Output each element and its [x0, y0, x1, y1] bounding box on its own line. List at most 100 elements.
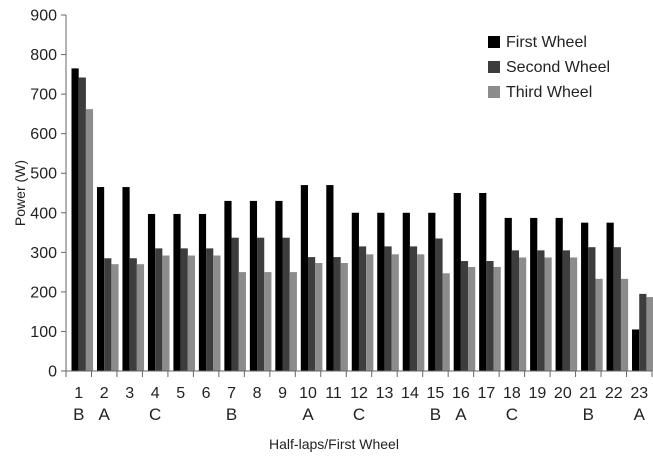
- bar-first-wheel: [173, 213, 181, 371]
- x-tick-label: 10: [299, 385, 317, 402]
- y-tick-label: 200: [30, 284, 57, 301]
- bar-first-wheel: [632, 329, 640, 371]
- y-axis-ticks: 0 100 200 300 400 500 600 700 800 900: [30, 8, 66, 381]
- bar-second-wheel: [384, 246, 392, 371]
- bar-second-wheel: [104, 258, 112, 371]
- group-label: C: [353, 405, 365, 424]
- bar-first-wheel: [530, 217, 538, 371]
- bar-first-wheel: [275, 200, 283, 371]
- bar-second-wheel: [613, 247, 621, 371]
- group-label: A: [302, 405, 314, 424]
- x-tick-label: 12: [350, 385, 368, 402]
- x-tick-label: 16: [452, 385, 470, 402]
- x-tick-label: 4: [151, 385, 160, 402]
- legend-label: Third Wheel: [506, 84, 592, 101]
- bar-third-wheel: [468, 266, 476, 371]
- x-tick-label: 14: [401, 385, 419, 402]
- group-label: C: [149, 405, 161, 424]
- bar-third-wheel: [315, 263, 323, 371]
- bar-third-wheel: [646, 297, 653, 371]
- x-tick-label: 1: [74, 385, 83, 402]
- bar-second-wheel: [358, 246, 367, 371]
- group-label: B: [226, 405, 237, 424]
- legend-swatch: [488, 36, 500, 48]
- bar-first-wheel: [555, 217, 563, 371]
- x-tick-label: 19: [528, 385, 546, 402]
- bar-second-wheel: [308, 257, 316, 371]
- bar-third-wheel: [442, 273, 450, 371]
- x-tick-label: 20: [554, 385, 572, 402]
- bar-second-wheel: [231, 237, 239, 371]
- bar-third-wheel: [544, 257, 552, 371]
- x-tick-label: 2: [100, 385, 109, 402]
- bar-first-wheel: [147, 213, 156, 371]
- group-label: A: [634, 405, 646, 424]
- bar-first-wheel: [581, 222, 589, 371]
- bar-third-wheel: [493, 266, 501, 371]
- x-axis-title: Half-laps/First Wheel: [269, 436, 399, 452]
- x-tick-label: 13: [376, 385, 394, 402]
- group-label: B: [583, 405, 594, 424]
- bar-first-wheel: [96, 187, 105, 371]
- group-label: B: [73, 405, 84, 424]
- bar-second-wheel: [257, 237, 265, 371]
- bar-first-wheel: [402, 212, 410, 371]
- legend-label: First Wheel: [506, 34, 587, 51]
- bar-third-wheel: [187, 255, 196, 371]
- bar-first-wheel: [198, 213, 207, 371]
- y-tick-label: 900: [30, 8, 57, 25]
- bar-first-wheel: [479, 193, 487, 371]
- bar-first-wheel: [122, 187, 130, 371]
- bar-second-wheel: [562, 250, 570, 371]
- y-tick-label: 800: [30, 47, 57, 64]
- bar-second-wheel: [206, 248, 214, 371]
- bar-second-wheel: [180, 248, 188, 371]
- y-tick-label: 700: [30, 87, 57, 104]
- group-label: B: [430, 405, 441, 424]
- bar-third-wheel: [340, 263, 348, 371]
- bar-first-wheel: [377, 212, 385, 371]
- bar-first-wheel: [351, 212, 359, 371]
- y-axis-title: Power (W): [12, 160, 28, 226]
- x-tick-label: 11: [325, 385, 342, 402]
- bar-second-wheel: [282, 237, 290, 371]
- bar-first-wheel: [71, 68, 79, 372]
- legend-label: Second Wheel: [506, 59, 610, 76]
- y-tick-label: 100: [30, 324, 57, 341]
- bar-second-wheel: [333, 257, 341, 371]
- x-tick-label: 3: [125, 385, 134, 402]
- bar-second-wheel: [486, 261, 494, 371]
- bar-second-wheel: [537, 250, 545, 371]
- bar-second-wheel: [129, 258, 137, 371]
- bar-third-wheel: [569, 257, 578, 371]
- bar-third-wheel: [519, 257, 527, 371]
- x-tick-label: 17: [477, 385, 495, 402]
- bar-third-wheel: [136, 264, 145, 371]
- x-tick-label: 22: [605, 385, 623, 402]
- bar-first-wheel: [606, 222, 614, 371]
- bar-third-wheel: [595, 278, 603, 371]
- axes-layer: [65, 15, 652, 372]
- bar-second-wheel: [409, 246, 418, 371]
- bar-second-wheel: [460, 261, 469, 371]
- bar-first-wheel: [249, 200, 258, 371]
- bar-first-wheel: [326, 185, 334, 371]
- legend: First Wheel Second Wheel Third Wheel: [488, 34, 610, 101]
- bar-second-wheel: [78, 77, 86, 372]
- x-tick-label: 7: [227, 385, 236, 402]
- x-tick-label: 23: [630, 385, 648, 402]
- x-tick-label: 9: [278, 385, 287, 402]
- bar-third-wheel: [289, 272, 297, 371]
- y-tick-label: 600: [30, 126, 57, 143]
- bar-second-wheel: [639, 293, 647, 371]
- x-tick-label: 8: [253, 385, 262, 402]
- bar-third-wheel: [391, 254, 399, 371]
- bar-second-wheel: [511, 250, 520, 371]
- y-tick-label: 500: [30, 166, 57, 183]
- bar-third-wheel: [111, 264, 119, 371]
- y-tick-label: 0: [48, 364, 57, 381]
- bar-second-wheel: [155, 248, 163, 371]
